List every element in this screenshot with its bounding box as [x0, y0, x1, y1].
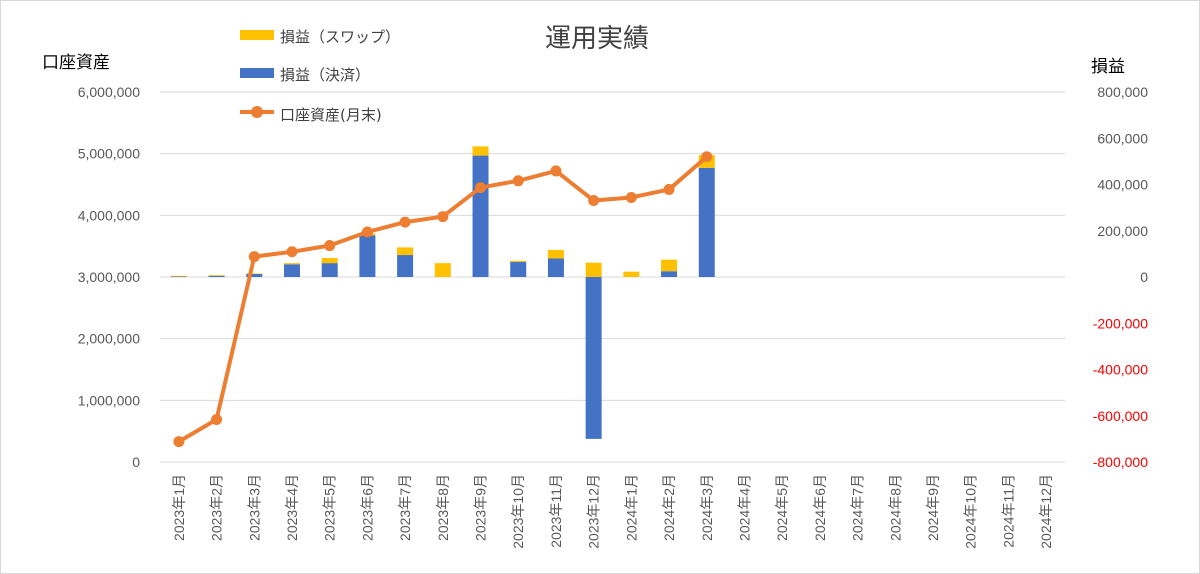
x-tick-label: 2024年9月 — [925, 474, 941, 541]
x-tick-label: 2024年7月 — [850, 474, 866, 541]
x-tick-label: 2023年5月 — [322, 474, 338, 541]
bar-settlement — [246, 273, 263, 277]
right-tick-label: 800,000 — [1097, 84, 1148, 100]
bar-settlement — [472, 155, 489, 277]
x-tick-label: 2024年8月 — [887, 474, 903, 541]
bar-settlement — [397, 255, 414, 277]
right-tick-label: -800,000 — [1093, 454, 1148, 470]
bar-swap — [208, 275, 225, 276]
balance-point — [512, 175, 524, 187]
x-tick-label: 2024年1月 — [623, 474, 639, 541]
bar-swap — [585, 262, 602, 277]
x-tick-label: 2023年11月 — [548, 474, 564, 548]
bar-swap — [661, 259, 678, 272]
balance-point — [663, 183, 675, 195]
balance-point — [475, 182, 487, 194]
balance-point — [701, 151, 713, 163]
x-tick-label: 2024年10月 — [963, 474, 979, 549]
bar-swap — [246, 273, 263, 275]
balance-point — [173, 436, 185, 448]
x-tick-label: 2023年4月 — [284, 474, 300, 541]
balance-point — [211, 413, 223, 425]
x-tick-label: 2024年5月 — [774, 474, 790, 541]
bar-settlement — [170, 276, 187, 278]
right-tick-label: 400,000 — [1097, 177, 1148, 193]
x-tick-label: 2024年6月 — [812, 474, 828, 541]
balance-point — [625, 191, 637, 203]
left-tick-label: 6,000,000 — [78, 84, 140, 100]
left-tick-label: 1,000,000 — [78, 392, 140, 408]
bar-swap — [397, 247, 414, 256]
balance-point — [437, 211, 449, 223]
x-tick-label: 2023年1月 — [171, 474, 187, 541]
balance-point — [399, 216, 411, 228]
x-tick-label: 2023年10月 — [510, 474, 526, 549]
bar-swap — [434, 263, 451, 277]
right-tick-label: 200,000 — [1097, 223, 1148, 239]
x-tick-label: 2023年2月 — [209, 474, 225, 541]
left-tick-label: 2,000,000 — [78, 331, 140, 347]
x-tick-label: 2024年2月 — [661, 474, 677, 541]
left-tick-label: 5,000,000 — [78, 146, 140, 162]
x-tick-label: 2024年12月 — [1038, 474, 1054, 549]
left-axis-title: 口座資産 — [42, 53, 110, 73]
left-tick-label: 0 — [132, 454, 140, 470]
balance-point — [361, 226, 373, 238]
balance-point — [550, 165, 562, 177]
x-tick-label: 2023年8月 — [435, 474, 451, 541]
bar-swap — [321, 258, 338, 264]
bar-swap — [510, 260, 527, 262]
legend-label-swap: 損益（スワップ） — [280, 28, 401, 46]
right-tick-label: -400,000 — [1093, 362, 1148, 378]
x-tick-label: 2023年12月 — [586, 474, 602, 549]
right-tick-label: -200,000 — [1093, 315, 1148, 331]
bar-settlement — [585, 277, 602, 439]
bar-swap — [547, 249, 564, 259]
legend-label-balance: 口座資産(月末) — [280, 106, 382, 124]
right-tick-label: -600,000 — [1093, 408, 1148, 424]
bar-swap — [170, 275, 187, 277]
bar-swap — [283, 263, 300, 265]
legend-label-settlement: 損益（決済） — [280, 66, 371, 84]
balance-point — [588, 195, 600, 207]
legend-swatch-balance-marker — [251, 106, 263, 118]
right-tick-label: 0 — [1140, 269, 1148, 285]
x-tick-label: 2023年7月 — [397, 474, 413, 541]
bar-settlement — [547, 258, 564, 277]
bar-swap — [472, 146, 489, 156]
balance-point — [286, 246, 298, 258]
x-tick-label: 2023年6月 — [359, 474, 375, 541]
bar-settlement — [510, 261, 527, 277]
bar-settlement — [283, 264, 300, 277]
left-tick-label: 3,000,000 — [78, 269, 140, 285]
x-tick-label: 2024年4月 — [736, 474, 752, 541]
balance-point — [248, 251, 260, 263]
legend-swatch-swap — [240, 30, 274, 40]
bar-settlement — [208, 275, 225, 277]
x-tick-label: 2023年3月 — [246, 474, 262, 541]
left-tick-label: 4,000,000 — [78, 207, 140, 223]
bar-swap — [623, 271, 640, 277]
bar-settlement — [321, 263, 338, 277]
bar-settlement — [698, 167, 715, 277]
x-tick-label: 2023年9月 — [473, 474, 489, 541]
chart-title: 運用実績 — [545, 24, 650, 54]
legend-swatch-settlement — [240, 68, 274, 78]
x-tick-label: 2024年11月 — [1000, 474, 1016, 548]
right-tick-label: 600,000 — [1097, 130, 1148, 146]
balance-point — [324, 240, 336, 252]
bar-settlement — [359, 235, 376, 277]
right-axis-title: 損益 — [1091, 57, 1125, 77]
x-tick-label: 2024年3月 — [699, 474, 715, 541]
bar-settlement — [661, 271, 678, 277]
